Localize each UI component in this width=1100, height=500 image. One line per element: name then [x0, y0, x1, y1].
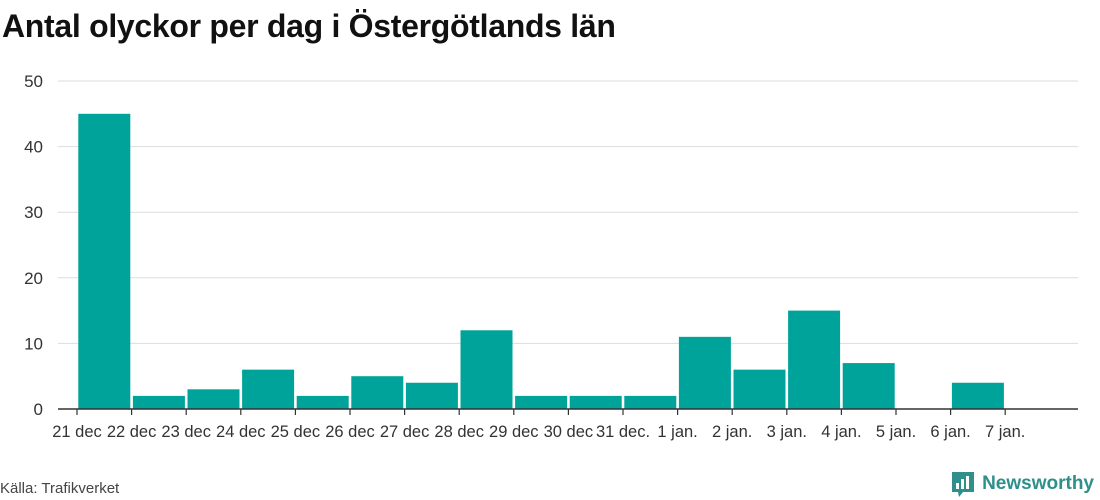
x-tick-label: 7 jan. [985, 423, 1025, 441]
bar [569, 395, 622, 409]
x-tick-label: 2 jan. [712, 423, 752, 441]
bar [78, 113, 131, 410]
brand-name: Newsworthy [982, 473, 1094, 494]
y-tick-label: 20 [24, 269, 43, 288]
source-note: Källa: Trafikverket [0, 480, 120, 497]
x-tick-label: 22 dec [107, 423, 157, 441]
brand-logo[interactable]: Newsworthy [950, 470, 1094, 498]
bar [132, 395, 185, 409]
x-tick-label: 30 dec [544, 423, 594, 441]
bar [296, 395, 349, 409]
x-tick-label: 3 jan. [767, 423, 807, 441]
bar [187, 389, 240, 409]
bar [624, 395, 677, 409]
bar [405, 382, 458, 409]
bar [951, 382, 1004, 409]
y-tick-label: 30 [24, 203, 43, 222]
bar [460, 330, 513, 409]
x-tick-label: 5 jan. [876, 423, 916, 441]
bar-chart: 0 10 20 30 40 50 21 dec 22 dec 23 dec 24 dec 25 de… [24, 72, 1078, 441]
x-tick-label: 25 dec [271, 423, 321, 441]
y-tick-label: 40 [24, 138, 43, 157]
bar [842, 363, 895, 409]
x-tick-label: 29 dec [489, 423, 539, 441]
bar [733, 369, 786, 409]
bar [788, 310, 841, 409]
x-tick-label: 24 dec [216, 423, 266, 441]
y-tick-label: 10 [24, 334, 43, 353]
x-tick-label: 23 dec [161, 423, 211, 441]
x-tick-label: 28 dec [434, 423, 484, 441]
x-tick-label: 27 dec [380, 423, 430, 441]
bar [242, 369, 295, 409]
x-tick-label: 4 jan. [821, 423, 861, 441]
x-tick-label: 26 dec [325, 423, 375, 441]
x-tick-label: 1 jan. [657, 423, 697, 441]
x-tick-label: 6 jan. [930, 423, 970, 441]
y-tick-label: 50 [24, 72, 43, 91]
bar [351, 376, 404, 409]
x-tick-label: 21 dec [52, 423, 102, 441]
bar [515, 395, 568, 409]
bar [678, 336, 731, 409]
y-tick-label: 0 [34, 400, 43, 419]
x-tick-label: 31 dec. [596, 423, 650, 441]
newsworthy-logo-icon [952, 472, 975, 497]
chart-title: Antal olyckor per dag i Östergötlands lä… [2, 8, 616, 44]
